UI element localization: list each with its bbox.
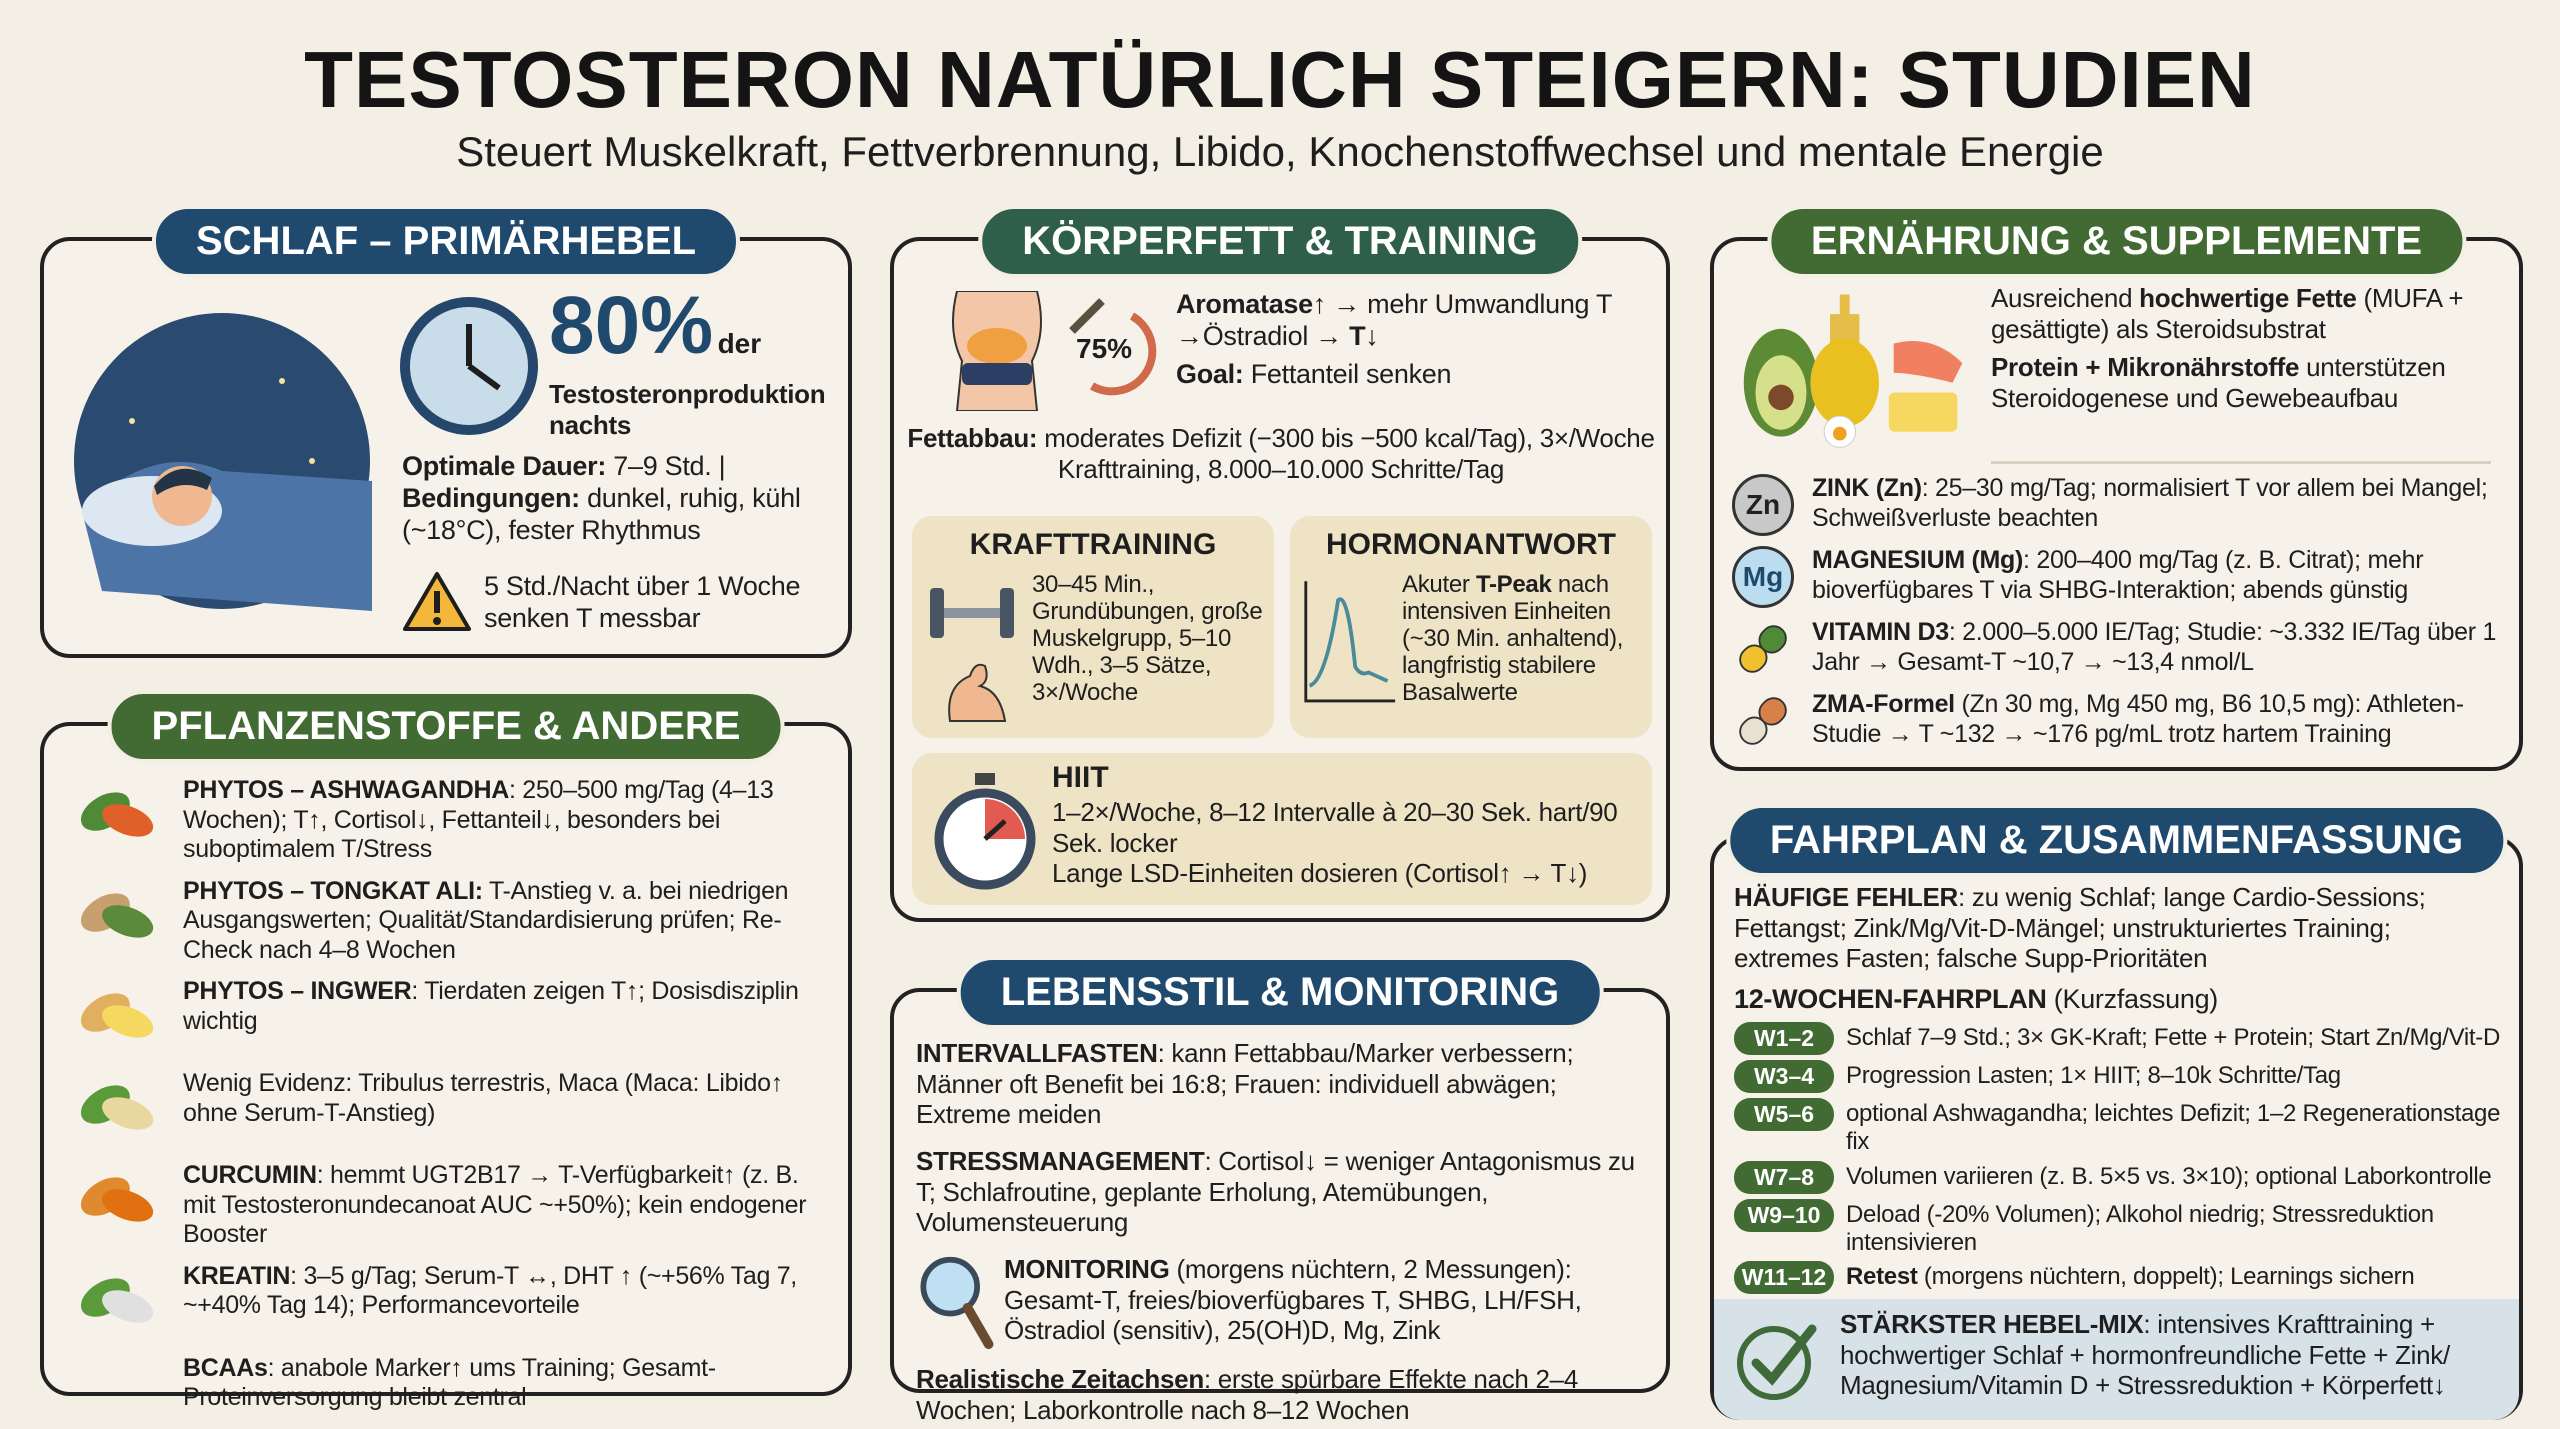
sleep-conditions: Optimale Dauer: 7–9 Std. | Bedingungen: … — [402, 451, 801, 545]
lebensstil-item: MONITORING (morgens nüchtern, 2 Messunge… — [1004, 1254, 1582, 1346]
hebel-mix-text: STÄRKSTER HEBEL-MIX: intensives Krafttra… — [1840, 1309, 2450, 1401]
capsule-icon — [1739, 697, 1787, 745]
list-item: PHYTOS – TONGKAT ALI: T-Anstieg v. a. be… — [64, 877, 834, 966]
fettabbau-text: Fettabbau: moderates Defizit (−300 bis −… — [907, 423, 1655, 484]
clock-icon — [400, 297, 538, 435]
magnifier-icon — [920, 1256, 994, 1350]
turmeric-icon — [80, 1177, 154, 1222]
list-item: CURCUMIN: hemmt UGT2B17 → T-Verfügbarkei… — [64, 1161, 834, 1250]
divider — [1991, 461, 2491, 464]
mg-badge-icon: Mg — [1732, 546, 1794, 608]
week-badge: W5–6 — [1734, 1097, 1834, 1131]
week-row: W9–10 Deload (-20% Volumen); Alkohol nied… — [1734, 1198, 2501, 1258]
healthy-fats-food-icon — [1743, 294, 1963, 448]
checkmark-icon — [1737, 1324, 1817, 1401]
section-fahrplan: FAHRPLAN & ZUSAMMENFASSUNG HÄUFIGE FEHLE… — [1710, 804, 2523, 1421]
section-title: LEBENSSTIL & MONITORING — [956, 956, 1604, 1029]
list-item: Wenig Evidenz: Tribulus terrestris, Maca… — [64, 1069, 834, 1149]
fette-text: Ausreichend hochwertige Fette (MUFA + ge… — [1991, 283, 2464, 344]
section-title: ERNÄHRUNG & SUPPLEMENTE — [1766, 205, 2467, 278]
supplement-item: Mg MAGNESIUM (Mg): 200–400 mg/Tag (z. B. … — [1732, 546, 2507, 608]
section-title: KÖRPERFETT & TRAINING — [978, 205, 1582, 278]
panel-hormonantwort: HORMONANTWORT Akuter T-Peak nach intensi… — [1290, 516, 1652, 738]
week-badge: W1–2 — [1734, 1021, 1834, 1055]
panel-hiit: HIIT 1–2×/Woche, 8–12 Intervalle à 20–30… — [912, 753, 1652, 905]
belly-fat-icon — [952, 291, 1042, 411]
panel-text: Akuter T-Peak nach intensiven Einheiten … — [1402, 571, 1624, 706]
sleeping-man-illustration-icon — [74, 313, 372, 611]
sleep-warning: 5 Std./Nacht über 1 Woche senken T messb… — [484, 571, 801, 633]
maca-root-icon — [80, 1085, 154, 1130]
lebensstil-item: STRESSMANAGEMENT: Cortisol↓ = weniger An… — [916, 1146, 1635, 1238]
zn-badge-icon: Zn — [1732, 474, 1794, 536]
aromatase-text: Aromatase↑ → mehr Umwandlung T →Östradio… — [1176, 289, 1612, 389]
section-schlaf: SCHLAF – PRIMÄRHEBEL 80% der Testosteron… — [40, 205, 852, 658]
week-badge: W11–12 — [1734, 1261, 1834, 1295]
section-lebensstil: LEBENSSTIL & MONITORING INTERVALLFASTEN:… — [890, 956, 1670, 1425]
haeufige-fehler: HÄUFIGE FEHLER: zu wenig Schlaf; lange C… — [1734, 882, 2426, 974]
week-row: W11–12 Retest (morgens nüchtern, doppelt)… — [1734, 1261, 2501, 1295]
section-title: FAHRPLAN & ZUSAMMENFASSUNG — [1725, 804, 2508, 877]
sleep-percent: 80% — [549, 280, 714, 371]
hebel-mix-panel: STÄRKSTER HEBEL-MIX: intensives Krafttra… — [1714, 1299, 2519, 1421]
conversion-cycle-icon — [1069, 298, 1157, 396]
capsule-icon — [1739, 625, 1787, 673]
list-item: BCAAs: anabole Marker↑ ums Training; Ges… — [183, 1353, 716, 1412]
sleep-percent-suffix: der — [717, 328, 762, 359]
sleep-percent-desc-1: Testosteronproduktion — [549, 379, 826, 409]
section-title: PFLANZENSTOFFE & ANDERE — [107, 690, 785, 763]
ashwagandha-plant-icon — [80, 792, 154, 837]
week-badge: W3–4 — [1734, 1059, 1834, 1093]
sleep-percent-desc-2: nachts — [549, 409, 632, 440]
panel-text: 30–45 Min., Grundübungen, große Muskelgr… — [1032, 571, 1263, 706]
tongkat-root-icon — [80, 892, 154, 938]
week-row: W7–8 Volumen variieren (z. B. 5×5 vs. 3×1… — [1734, 1160, 2501, 1195]
panel-krafttraining: KRAFTTRAINING 30–45 Min., Grundübungen, … — [912, 516, 1274, 738]
plan-heading: 12-WOCHEN-FAHRPLAN (Kurzfassung) — [1734, 984, 2218, 1015]
lebensstil-item: INTERVALLFASTEN: kann Fettabbau/Marker v… — [916, 1038, 1574, 1130]
hormone-peak-chart-icon — [1304, 581, 1396, 703]
section-ernaehrung: ERNÄHRUNG & SUPPLEMENTE Ausreichend hoch… — [1710, 205, 2523, 771]
panel-title: KRAFTTRAINING — [969, 528, 1217, 561]
panel-title: HORMONANTWORT — [1326, 528, 1616, 561]
stopwatch-icon — [934, 773, 1036, 890]
supplement-item: Zn ZINK (Zn): 25–30 mg/Tag; normalisiert … — [1732, 474, 2507, 536]
section-koerperfett: KÖRPERFETT & TRAINING 75% Aromatase↑ → m… — [890, 205, 1670, 922]
panel-title: HIIT — [1052, 761, 1109, 794]
hiit-line: Lange LSD-Einheiten dosieren (Cortisol↑ … — [1052, 858, 1588, 889]
warning-icon — [403, 572, 471, 631]
dumbbell-icon — [930, 588, 1014, 638]
protein-text: Protein + Mikronährstoffe unterstützen S… — [1991, 352, 2446, 414]
supplement-item: VITAMIN D3: 2.000–5.000 IE/Tag; Studie: … — [1732, 618, 2507, 680]
week-badge: W7–8 — [1734, 1160, 1834, 1194]
ginger-icon — [80, 993, 154, 1038]
leaves-icon — [80, 1277, 154, 1323]
list-item: PHYTOS – INGWER: Tierdaten zeigen T↑; Do… — [64, 977, 834, 1057]
hiit-line: 1–2×/Woche, 8–12 Intervalle à 20–30 Sek.… — [1052, 797, 1618, 858]
lebensstil-item: Realistische Zeitachsen: erste spürbare … — [916, 1364, 1578, 1425]
aromatase-percent: 75% — [1076, 333, 1133, 364]
week-row: W3–4 Progression Lasten; 1× HIIT; 8–10k S… — [1734, 1059, 2501, 1094]
list-item: PHYTOS – ASHWAGANDHA: 250–500 mg/Tag (4–… — [64, 776, 834, 865]
week-badge: W9–10 — [1734, 1198, 1834, 1232]
week-row: W1–2 Schlaf 7–9 Std.; 3× GK-Kraft; Fette … — [1734, 1021, 2501, 1056]
section-pflanzen: PFLANZENSTOFFE & ANDERE PHYTOS – ASHWAGA… — [40, 690, 852, 1411]
page-title: TESTOSTERON NATÜRLICH STEIGERN: STUDIEN — [304, 35, 2256, 124]
flexed-arm-icon — [948, 663, 1007, 722]
page-subtitle: Steuert Muskelkraft, Fettverbrennung, Li… — [456, 128, 2104, 175]
list-item: KREATIN: 3–5 g/Tag; Serum-T ↔, DHT ↑ (~+… — [64, 1262, 834, 1342]
section-title: SCHLAF – PRIMÄRHEBEL — [151, 205, 741, 278]
week-row: W5–6 optional Ashwagandha; leichtes Defiz… — [1734, 1097, 2501, 1157]
supplement-item: ZMA-Formel (Zn 30 mg, Mg 450 mg, B6 10,5… — [1732, 690, 2507, 752]
